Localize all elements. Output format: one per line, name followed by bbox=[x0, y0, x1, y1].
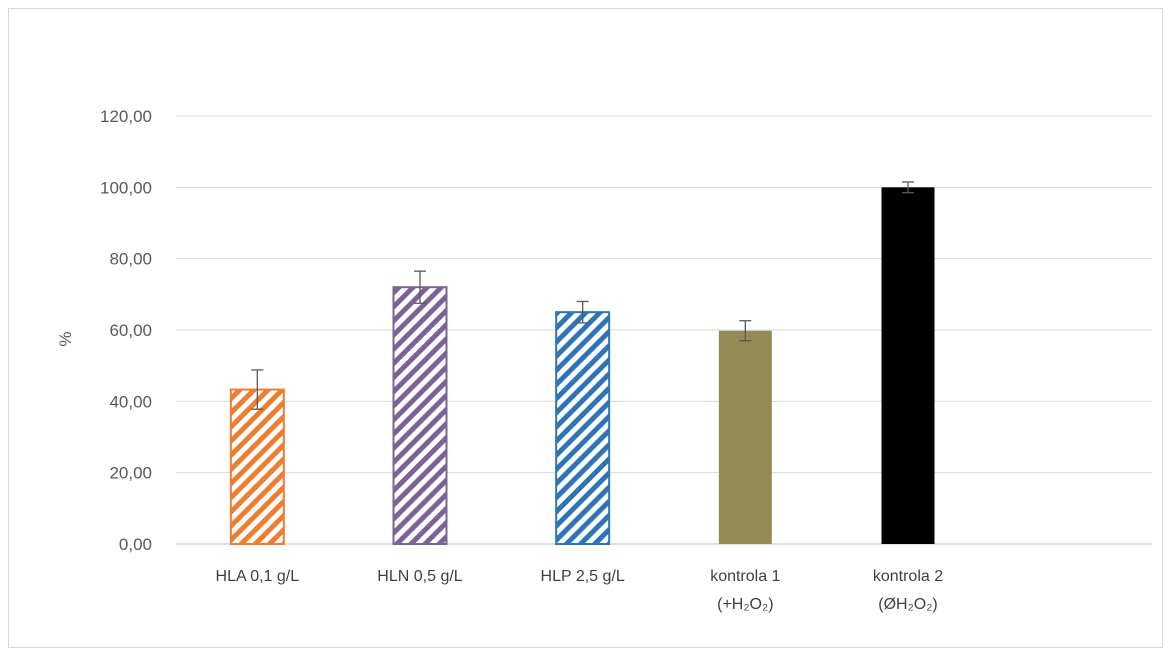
x-category-label-line2: (ØH₂O₂) bbox=[878, 596, 938, 613]
y-tick-labels: 0,00 20,00 40,00 60,00 80,00 100,00 120,00 bbox=[100, 107, 152, 554]
bar bbox=[718, 330, 772, 544]
x-category-label: HLN 0,5 g/L bbox=[377, 568, 462, 585]
x-category-label-line2: (+H₂O₂) bbox=[717, 596, 773, 613]
bar-chart: 0,00 20,00 40,00 60,00 80,00 100,00 120,00 HLA… bbox=[56, 107, 1152, 613]
bar bbox=[881, 187, 935, 545]
x-category-labels: HLA 0,1 g/L HLN 0,5 g/L HLP 2,5 g/L kontrol… bbox=[216, 568, 944, 613]
error-bars bbox=[251, 181, 914, 410]
y-tick-label: 40,00 bbox=[109, 392, 152, 411]
y-tick-label: 0,00 bbox=[119, 535, 152, 554]
y-axis-title: % bbox=[56, 331, 75, 346]
error-bar bbox=[414, 270, 426, 304]
y-tick-label: 60,00 bbox=[109, 321, 152, 340]
error-bar bbox=[739, 320, 752, 342]
x-category-label: kontrola 1 bbox=[710, 568, 780, 585]
error-bar bbox=[902, 181, 914, 194]
bar bbox=[392, 286, 448, 545]
x-category-label: HLA 0,1 g/L bbox=[216, 568, 300, 585]
error-bar bbox=[576, 300, 589, 324]
y-tick-label: 80,00 bbox=[109, 250, 152, 269]
x-category-label: kontrola 2 bbox=[873, 568, 943, 585]
x-category-label: HLP 2,5 g/L bbox=[541, 568, 625, 585]
gridlines bbox=[176, 115, 1152, 545]
y-tick-label: 20,00 bbox=[109, 464, 152, 483]
error-bar bbox=[251, 369, 264, 410]
chart-frame: 0,00 20,00 40,00 60,00 80,00 100,00 120,00 HLA… bbox=[8, 8, 1163, 648]
bar bbox=[555, 311, 611, 545]
y-tick-label: 100,00 bbox=[100, 178, 152, 197]
bar bbox=[229, 388, 285, 545]
y-tick-label: 120,00 bbox=[100, 107, 152, 126]
bars bbox=[229, 187, 935, 545]
